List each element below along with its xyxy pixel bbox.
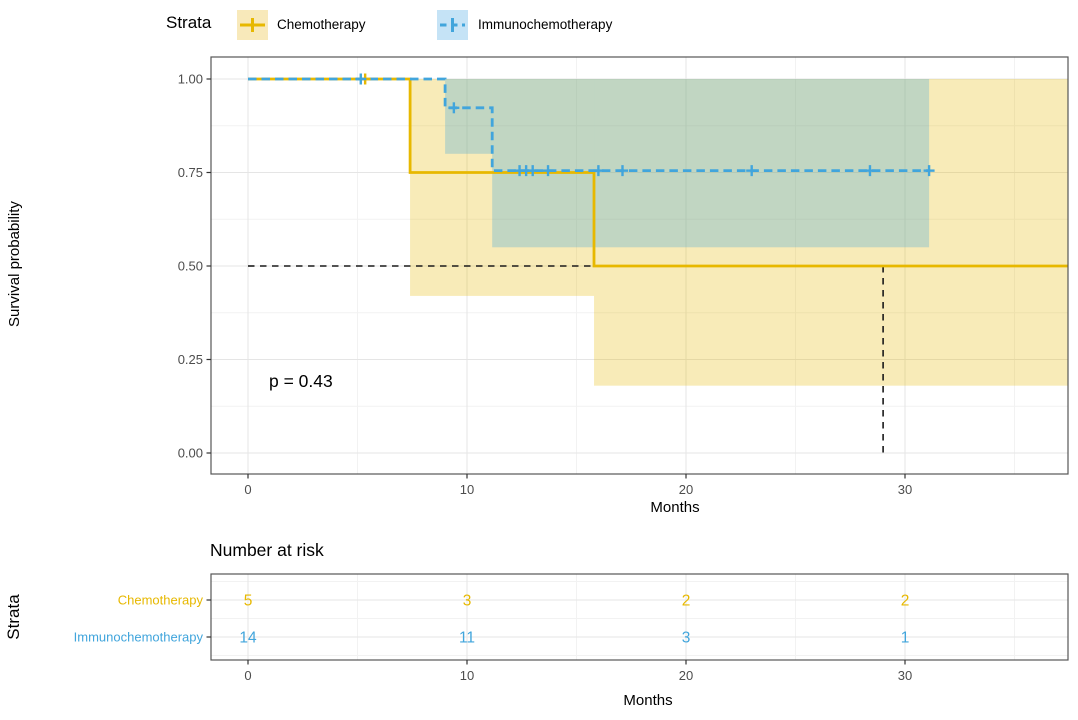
censor-marks-immunochemotherapy	[355, 73, 935, 177]
risk-count: 3	[682, 630, 691, 647]
x-axis-title-table: Months	[623, 692, 673, 709]
confidence-bands	[410, 79, 1068, 386]
risk-count: 3	[463, 593, 472, 610]
risk-count: 1	[901, 630, 910, 647]
table-x-tick-label: 0	[244, 668, 251, 683]
y-tick-label: 0.25	[178, 352, 203, 367]
ci-band-chemotherapy	[594, 79, 1068, 386]
risk-table-border	[210, 573, 1069, 661]
legend-key-chemotherapy-icon	[237, 10, 268, 40]
km-step-path	[248, 77, 930, 172]
legend-key-immunochemotherapy-icon	[437, 10, 468, 40]
x-tick-label: 10	[460, 482, 474, 497]
risk-count: 2	[682, 593, 691, 610]
main-axis: 0 10 20 30 0.00 0.25 0.50 0.75 1.00	[178, 72, 913, 498]
risk-table: Chemotherapy 5 3 2 2 Immunochemotherapy 14 11 3 1…	[74, 573, 1069, 683]
legend-label-chemotherapy: Chemotherapy	[277, 17, 366, 32]
y-axis-title: Survival probability	[6, 201, 23, 327]
risk-table-title: Number at risk	[210, 540, 324, 560]
y-tick-label: 1.00	[178, 72, 203, 87]
table-x-tick-label: 30	[898, 668, 912, 683]
table-x-tick-label: 10	[460, 668, 474, 683]
risk-row-label: Chemotherapy	[118, 593, 204, 608]
risk-count: 11	[459, 630, 475, 647]
x-tick-label: 30	[898, 482, 912, 497]
risk-row-label: Immunochemotherapy	[74, 630, 204, 645]
legend-title: Strata	[166, 13, 212, 32]
risk-count: 2	[901, 593, 910, 610]
ci-band-immunochemotherapy	[492, 79, 930, 248]
x-tick-label: 20	[679, 482, 693, 497]
risk-count: 14	[239, 630, 257, 647]
km-curve-immunochemotherapy	[248, 77, 930, 172]
y-tick-label: 0.00	[178, 446, 203, 461]
ci-band-immunochemotherapy	[445, 79, 493, 154]
y-tick-label: 0.50	[178, 259, 203, 274]
risk-count: 5	[244, 593, 253, 610]
x-tick-label: 0	[244, 482, 251, 497]
legend-label-immunochemotherapy: Immunochemotherapy	[478, 17, 613, 32]
y-tick-label: 0.75	[178, 165, 203, 180]
x-axis-title-main: Months	[650, 499, 700, 516]
risk-table-strata-label: Strata	[4, 594, 23, 640]
p-value-annotation: p = 0.43	[269, 371, 333, 391]
ci-band-chemotherapy	[410, 79, 595, 296]
table-x-tick-label: 20	[679, 668, 693, 683]
